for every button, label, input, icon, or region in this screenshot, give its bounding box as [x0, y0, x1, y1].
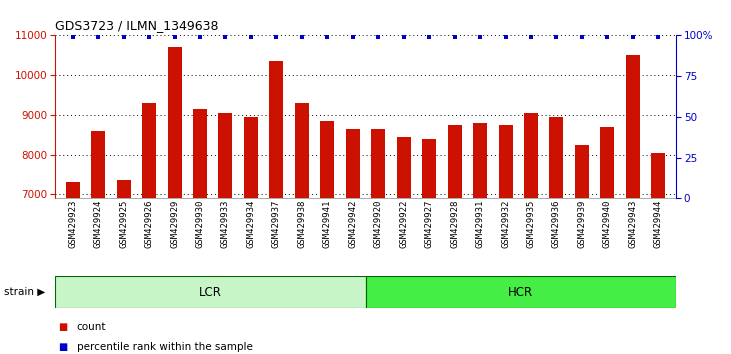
Bar: [244, 117, 258, 198]
Bar: [651, 153, 665, 198]
Bar: [320, 121, 334, 198]
Text: ■: ■: [58, 342, 68, 352]
Bar: [346, 129, 360, 198]
Bar: [600, 127, 615, 198]
Text: count: count: [77, 322, 106, 332]
Bar: [193, 109, 207, 198]
Bar: [66, 182, 80, 198]
Text: percentile rank within the sample: percentile rank within the sample: [77, 342, 253, 352]
Bar: [91, 131, 105, 198]
Text: ■: ■: [58, 322, 68, 332]
Bar: [295, 103, 308, 198]
Bar: [626, 55, 640, 198]
Bar: [116, 181, 131, 198]
Bar: [366, 276, 676, 308]
Bar: [219, 113, 232, 198]
Bar: [524, 113, 538, 198]
Bar: [269, 61, 284, 198]
Text: HCR: HCR: [508, 286, 534, 298]
Bar: [397, 137, 411, 198]
Bar: [55, 276, 366, 308]
Bar: [142, 103, 156, 198]
Bar: [167, 47, 181, 198]
Bar: [423, 139, 436, 198]
Bar: [447, 125, 462, 198]
Bar: [371, 129, 385, 198]
Bar: [575, 145, 589, 198]
Text: LCR: LCR: [199, 286, 221, 298]
Bar: [550, 117, 564, 198]
Bar: [473, 123, 487, 198]
Text: strain ▶: strain ▶: [4, 287, 45, 297]
Text: GDS3723 / ILMN_1349638: GDS3723 / ILMN_1349638: [55, 19, 219, 32]
Bar: [499, 125, 512, 198]
